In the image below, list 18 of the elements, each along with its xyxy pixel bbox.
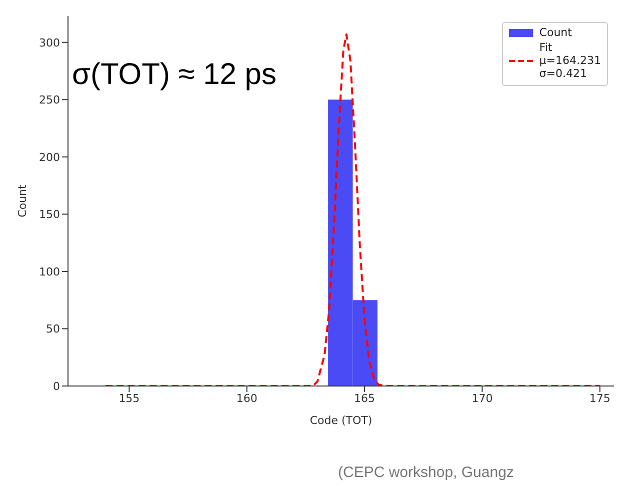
text: (CEPC workshop, Guangz <box>338 464 514 481</box>
x-axis-title: Code (TOT) <box>310 414 372 427</box>
y-axis-title: Count <box>16 184 29 218</box>
y-tick-label: 150 <box>39 208 60 222</box>
legend-label: Fit μ=164.231 σ=0.421 <box>539 41 601 80</box>
y-tick-label: 250 <box>39 94 60 107</box>
annotation: σ(TOT) ≈ 12 ps <box>72 58 276 92</box>
x-tick-label: 160 <box>236 392 258 405</box>
x-tick-label: 165 <box>354 392 376 405</box>
y-tick-label: 0 <box>53 380 60 393</box>
y-tick-label: 100 <box>39 265 60 278</box>
x-tick-label: 170 <box>472 392 493 405</box>
x-tick-label: 175 <box>589 392 610 405</box>
legend-label: Count <box>539 26 572 39</box>
y-tick-label: 300 <box>39 36 60 50</box>
y-tick-label: 200 <box>39 150 60 164</box>
x-tick-label: 155 <box>118 392 140 405</box>
y-tick-label: 50 <box>46 322 60 336</box>
